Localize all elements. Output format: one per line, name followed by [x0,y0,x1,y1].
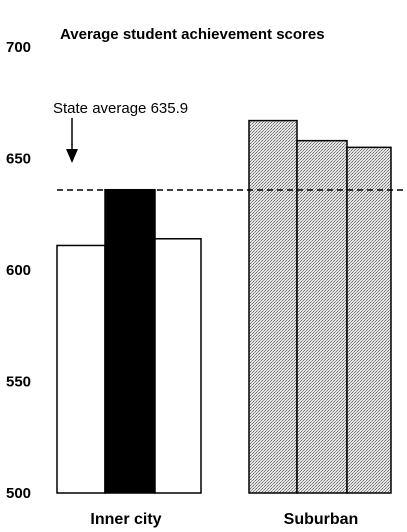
bar-suburban-3 [346,146,392,494]
bar-suburban-1 [248,119,298,494]
bar-inner-city-1 [56,244,106,494]
y-tick-label: 550 [6,374,31,391]
bar-inner-city-2 [104,188,156,494]
y-tick-label: 700 [6,39,31,56]
down-arrow-icon [66,118,78,163]
category-label-inner-city: Inner city [90,511,161,528]
chart-title: Average student achievement scores [60,26,325,43]
y-tick-label: 650 [6,151,31,168]
y-axis-ticks: 500 550 600 650 700 [6,39,31,502]
category-label-suburban: Suburban [284,511,359,528]
bar-suburban-2 [296,139,348,494]
y-tick-label: 600 [6,262,31,279]
bars [56,119,392,494]
bar-inner-city-3 [154,238,202,494]
y-tick-label: 500 [6,485,31,502]
state-average-label: State average 635.9 [53,100,188,117]
